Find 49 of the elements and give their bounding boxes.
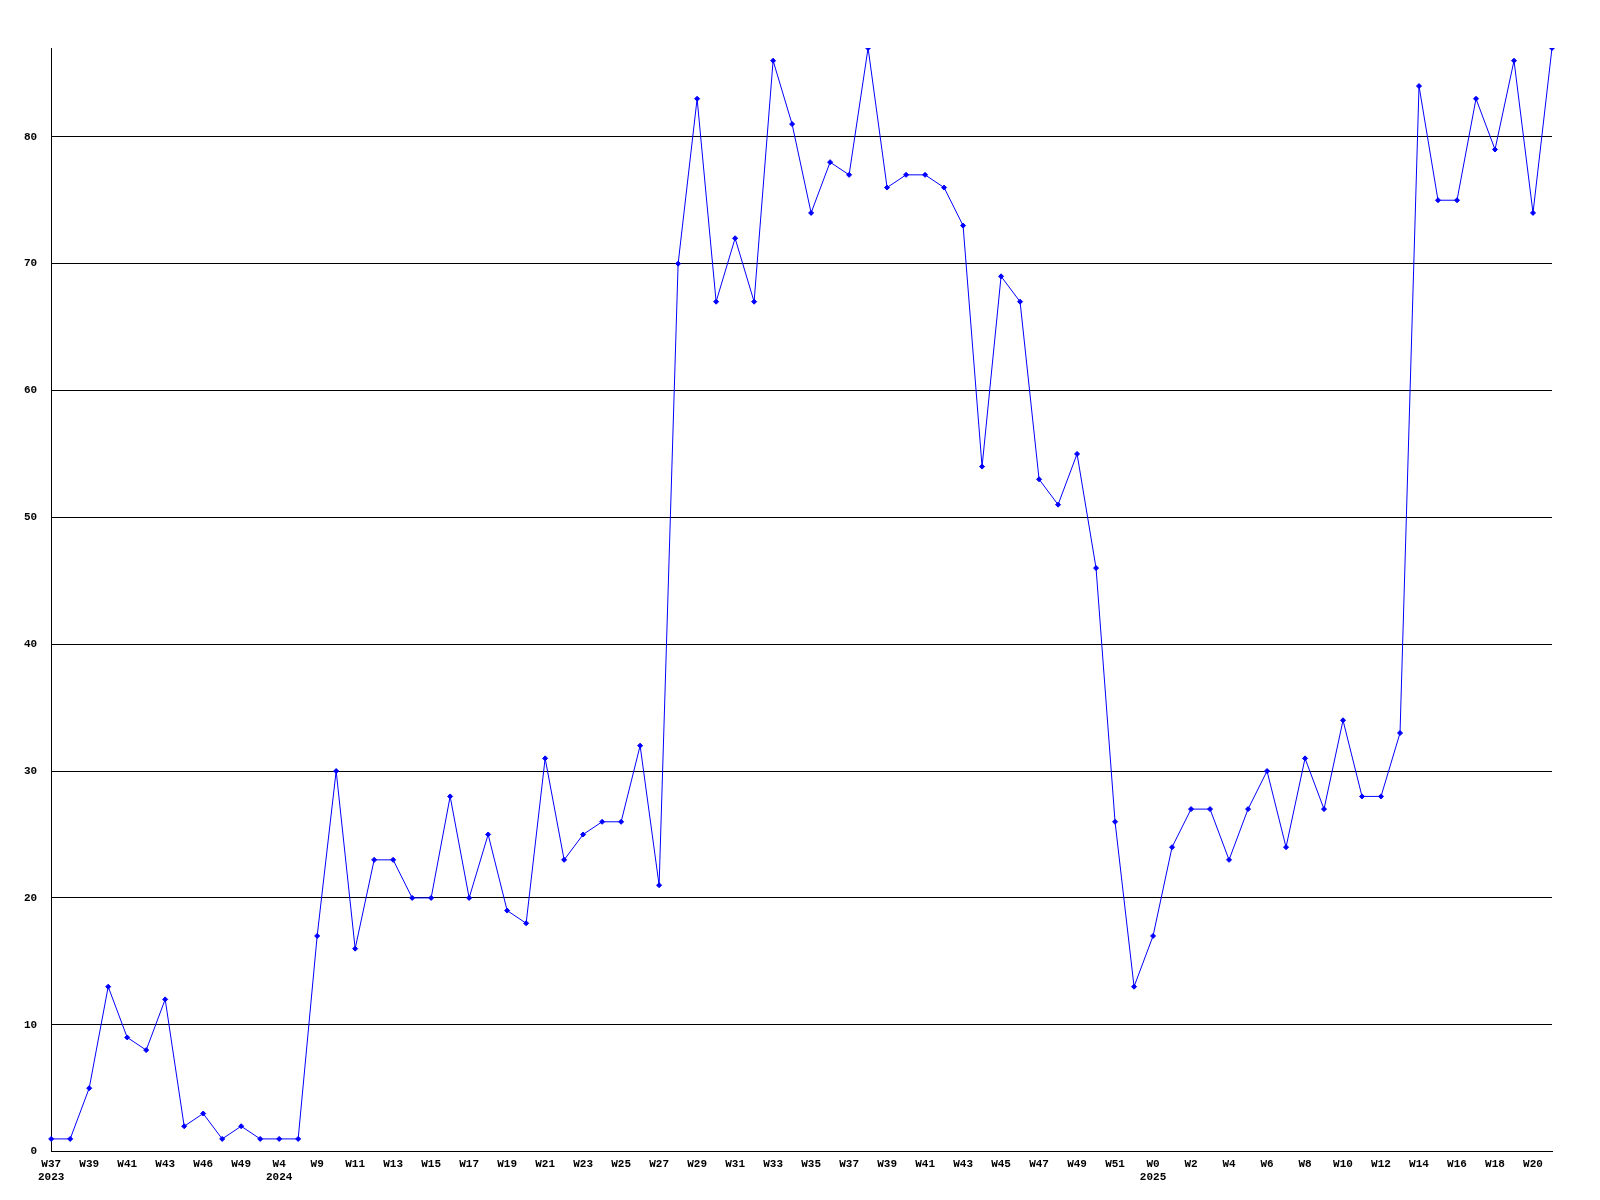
x-tick-label: W49 [231,1157,252,1170]
x-tick-label: W19 [497,1157,518,1170]
x-tick-label: W37 [839,1157,859,1170]
x-tick-label: W4 [1222,1157,1237,1170]
y-tick-label: 0 [30,1145,38,1158]
x-tick-label: W39 [79,1157,100,1170]
x-tick-label: W49 [1067,1157,1087,1170]
x-tick-label: W18 [1485,1157,1506,1170]
x-tick-label: W13 [383,1157,404,1170]
y-tick-label: 30 [24,764,38,777]
x-tick-label: W45 [991,1157,1012,1170]
y-tick-label: 10 [24,1018,38,1031]
y-tick-label: 50 [24,511,38,524]
y-tick-label: 40 [24,637,38,650]
x-tick-label: W47 [1029,1157,1049,1170]
x-tick-label: W27 [649,1157,670,1170]
x-tick-label: W35 [801,1157,822,1170]
x-tick-label: W37 2023 [38,1157,65,1184]
x-tick-label: W16 [1447,1157,1467,1170]
x-tick-label: W8 [1298,1157,1313,1170]
x-tick-label: W0 2025 [1139,1157,1167,1184]
x-tick-label: W20 [1523,1157,1543,1170]
y-tick-label: 20 [24,891,38,904]
y-tick-label: 80 [24,130,38,143]
x-tick-label: W9 [310,1157,324,1170]
x-tick-label: W12 [1371,1157,1391,1170]
x-tick-label: W41 [117,1157,138,1170]
x-tick-label: W25 [611,1157,632,1170]
x-tick-label: W46 [193,1157,214,1170]
x-tick-label: W43 [155,1157,176,1170]
x-tick-label: W41 [915,1157,936,1170]
x-tick-label: W14 [1409,1157,1430,1170]
x-tick-label: W43 [953,1157,974,1170]
x-tick-label: W39 [877,1157,897,1170]
x-tick-label: W23 [573,1157,594,1170]
y-tick-label: 70 [24,257,38,270]
x-tick-label: W6 [1260,1157,1274,1170]
x-tick-label: W10 [1333,1157,1353,1170]
x-tick-label: W31 [725,1157,746,1170]
x-tick-label: W33 [763,1157,784,1170]
x-tick-label: W15 [421,1157,442,1170]
x-tick-label: W21 [535,1157,556,1170]
x-tick-label: W51 [1105,1157,1126,1170]
x-tick-label: W2 [1184,1157,1198,1170]
x-tick-label: W11 [345,1157,366,1170]
y-tick-label: 60 [24,384,38,397]
x-tick-label: W4 2024 [265,1157,293,1184]
x-tick-label: W17 [459,1157,480,1170]
x-tick-label: W29 [687,1157,708,1170]
